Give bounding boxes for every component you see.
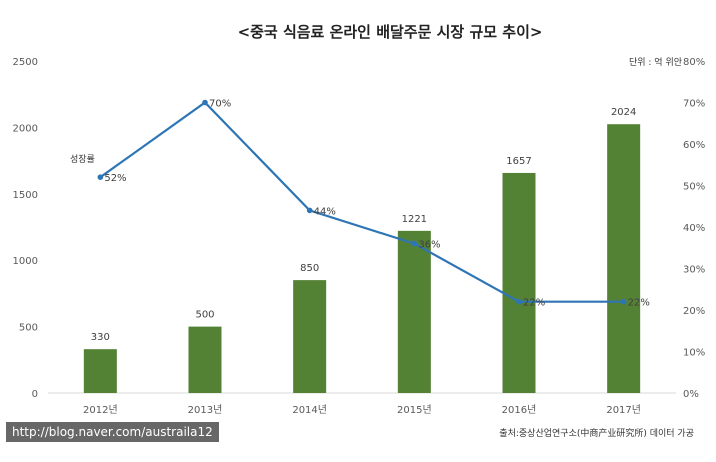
unit-label: 단위 : 억 위안 [629,56,682,68]
bar-value-label: 2024 [611,107,636,118]
x-axis: 2012년 2013년 2014년 2015년 2016년 2017년 [83,404,641,416]
bar [83,349,117,393]
right-axis-tick-label: 50% [683,182,705,193]
left-axis-tick-label: 2500 [13,57,38,68]
x-axis-tick-label: 2017년 [606,404,641,416]
growth-point [202,99,208,106]
right-axis: 0% 10% 20% 30% 40% 50% 60% 70% 80% [683,57,705,400]
growth-point [306,207,313,214]
line-series-label: 성장률 [70,154,95,165]
growth-value-label: 70% [209,99,231,110]
growth-value-label: 52% [104,173,126,184]
growth-point [516,298,522,305]
right-axis-tick-label: 70% [683,99,705,110]
left-axis: 0 500 1000 1500 2000 2500 [13,57,38,400]
bar-value-label: 850 [300,263,319,274]
left-axis-tick-label: 2000 [13,123,38,134]
growth-line [99,101,624,303]
growth-point [411,240,418,247]
watermark: http://blog.naver.com/austraila12 [6,422,219,442]
left-axis-tick-label: 0 [32,389,38,400]
x-axis-tick-label: 2016년 [502,404,537,416]
x-axis-tick-label: 2013년 [188,404,223,416]
growth-value-label: 44% [314,206,336,217]
bar-value-label: 330 [91,332,110,343]
growth-value-label: 22% [628,298,650,309]
left-axis-tick-label: 1500 [13,190,38,201]
bar-data-labels: 330 500 850 1221 1657 2024 [91,107,637,343]
x-axis-tick-label: 2012년 [83,404,118,416]
right-axis-tick-label: 60% [683,140,705,151]
right-axis-tick-label: 10% [683,348,705,359]
right-axis-tick-label: 20% [683,306,705,317]
left-axis-tick-label: 1000 [13,256,38,267]
growth-value-label: 22% [523,298,545,309]
bar-value-label: 1221 [402,214,427,225]
chart-title: <중국 식음료 온라인 배달주문 시장 규모 추이> [238,23,543,41]
bar-series [83,124,641,393]
bar [502,172,536,393]
bar-value-label: 1657 [506,156,531,167]
right-axis-tick-label: 30% [683,265,705,276]
x-axis-tick-label: 2014년 [292,404,327,416]
growth-point [97,174,104,180]
right-axis-tick-label: 40% [683,223,705,234]
right-axis-tick-label: 0% [683,389,699,400]
bar [607,124,641,393]
growth-line-series: 52% 70% 44% 36% 22% 22% [97,99,650,309]
bar [397,230,431,393]
bar [293,280,327,393]
growth-value-label: 36% [418,240,440,251]
right-axis-tick-label: 80% [683,57,705,68]
x-axis-tick-label: 2015년 [397,404,432,416]
bar [188,326,222,393]
bar-value-label: 500 [195,310,214,321]
left-axis-tick-label: 500 [19,323,38,334]
growth-point [620,298,627,305]
source-note: 출처:중상산업연구소(中商产业研究所) 데이터 가공 [499,429,694,439]
